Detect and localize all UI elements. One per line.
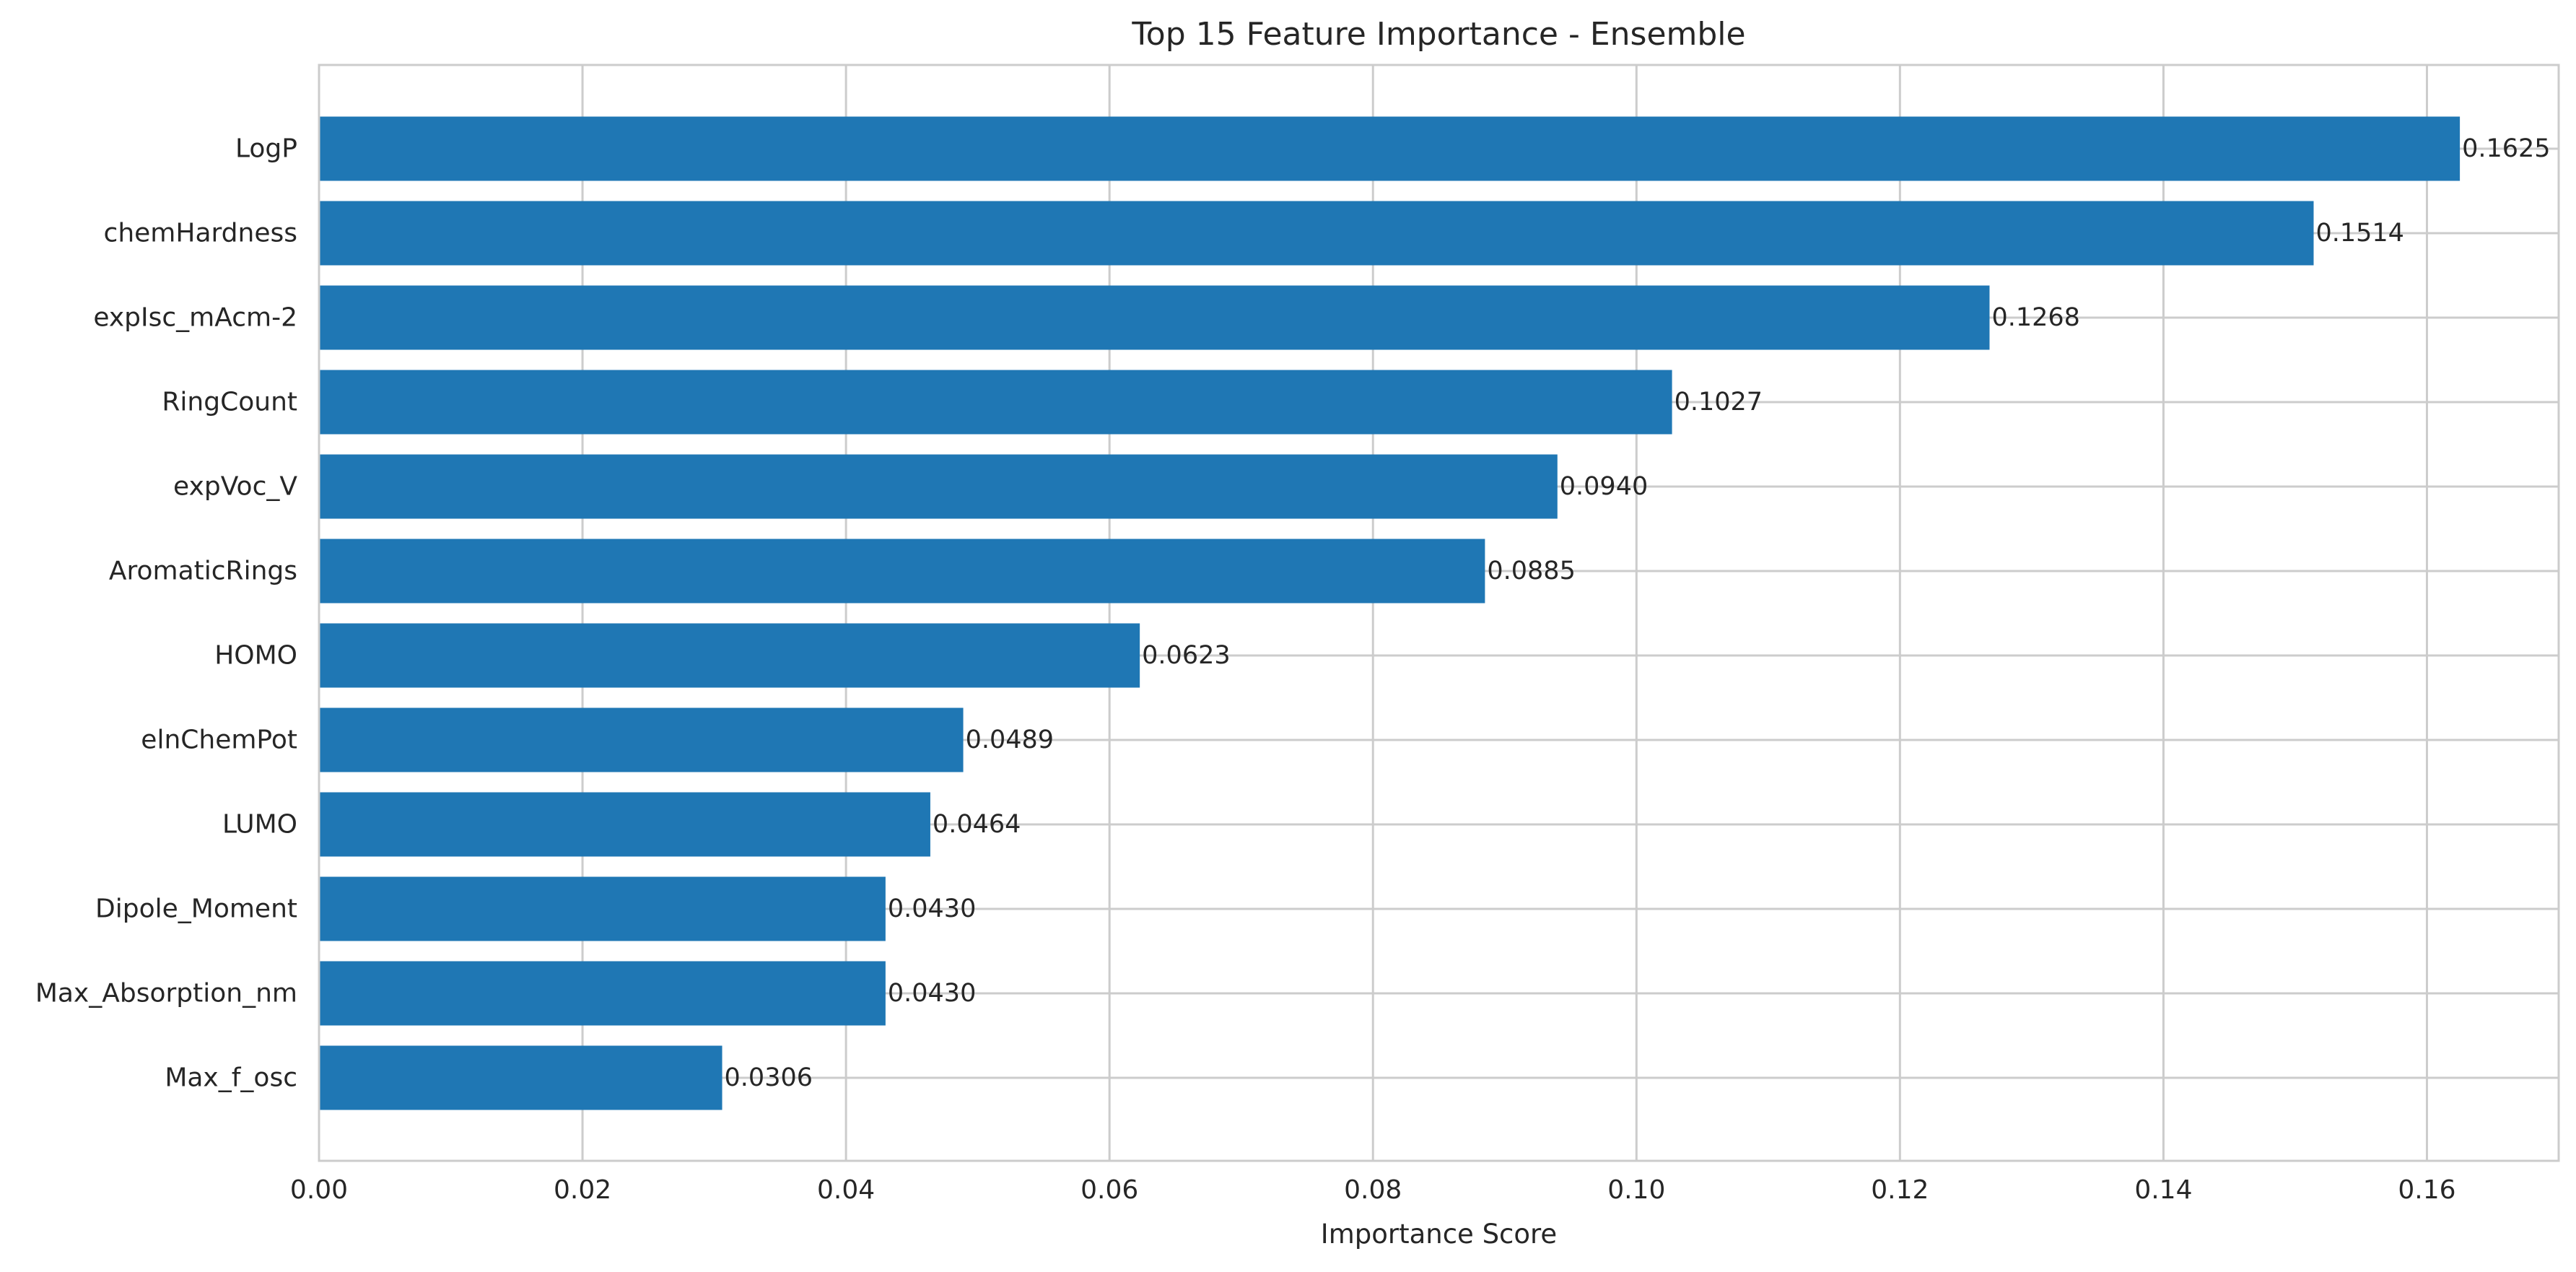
y-tick-label: LUMO: [222, 810, 297, 840]
bar-value-label: 0.1027: [1675, 388, 1763, 417]
bar-value-label: 0.1625: [2462, 134, 2550, 163]
bar-value-label: 0.0940: [1560, 472, 1648, 501]
bar-LogP: [319, 116, 2461, 181]
y-tick-label: HOMO: [214, 641, 297, 671]
bar-expIsc_mAcm-2: [319, 285, 1990, 350]
bar-value-label: 0.0489: [966, 726, 1054, 754]
y-tick-label: elnChemPot: [141, 726, 297, 755]
x-tick-label: 0.08: [1344, 1175, 1402, 1205]
y-tick-label: Max_Absorption_nm: [35, 979, 297, 1009]
x-tick-label: 0.00: [290, 1175, 348, 1205]
bars-layer: [319, 116, 2461, 1110]
x-tick-label: 0.10: [1607, 1175, 1665, 1205]
x-tick-label: 0.16: [2398, 1175, 2455, 1205]
bar-Max_Absorption_nm: [319, 961, 886, 1026]
y-tick-label: Dipole_Moment: [95, 894, 297, 924]
bar-value-label: 0.0885: [1487, 557, 1575, 585]
bar-value-label: 0.1268: [1991, 303, 2079, 332]
bar-LUMO: [319, 792, 930, 857]
y-tick-label: expIsc_mAcm-2: [93, 303, 297, 333]
y-tick-label: expVoc_V: [173, 472, 297, 502]
labels-layer: 0.1625 LogP 0.1514 chemHardness 0.1268 expIsc…: [35, 134, 2551, 1206]
x-tick-label: 0.04: [817, 1175, 875, 1205]
chart-title: Top 15 Feature Importance - Ensemble: [1131, 16, 1745, 53]
bar-Dipole_Moment: [319, 876, 886, 941]
y-tick-label: RingCount: [162, 388, 297, 417]
y-tick-label: Max_f_osc: [165, 1063, 297, 1093]
bar-value-label: 0.1514: [2315, 219, 2403, 248]
plot-frame: [318, 64, 2560, 1162]
bar-AromaticRings: [319, 539, 1485, 604]
bar-value-label: 0.0623: [1142, 641, 1230, 670]
x-tick-label: 0.12: [1871, 1175, 1929, 1205]
bar-elnChemPot: [319, 707, 964, 772]
y-tick-label: LogP: [235, 134, 297, 164]
bar-value-label: 0.0306: [725, 1063, 813, 1092]
y-tick-label: AromaticRings: [109, 557, 297, 586]
x-axis-label: Importance Score: [1321, 1219, 1557, 1250]
bar-RingCount: [319, 370, 1672, 435]
x-tick-label: 0.14: [2134, 1175, 2192, 1205]
bar-value-label: 0.0430: [888, 894, 976, 923]
bar-value-label: 0.0464: [933, 810, 1021, 839]
bar-HOMO: [319, 623, 1140, 688]
bar-Max_f_osc: [319, 1045, 722, 1110]
x-tick-label: 0.06: [1080, 1175, 1138, 1205]
x-tick-label: 0.02: [554, 1175, 611, 1205]
bar-chemHardness: [319, 201, 2314, 266]
y-tick-label: chemHardness: [104, 219, 297, 248]
bar-value-label: 0.0430: [888, 979, 976, 1008]
bar-expVoc_V: [319, 454, 1558, 519]
